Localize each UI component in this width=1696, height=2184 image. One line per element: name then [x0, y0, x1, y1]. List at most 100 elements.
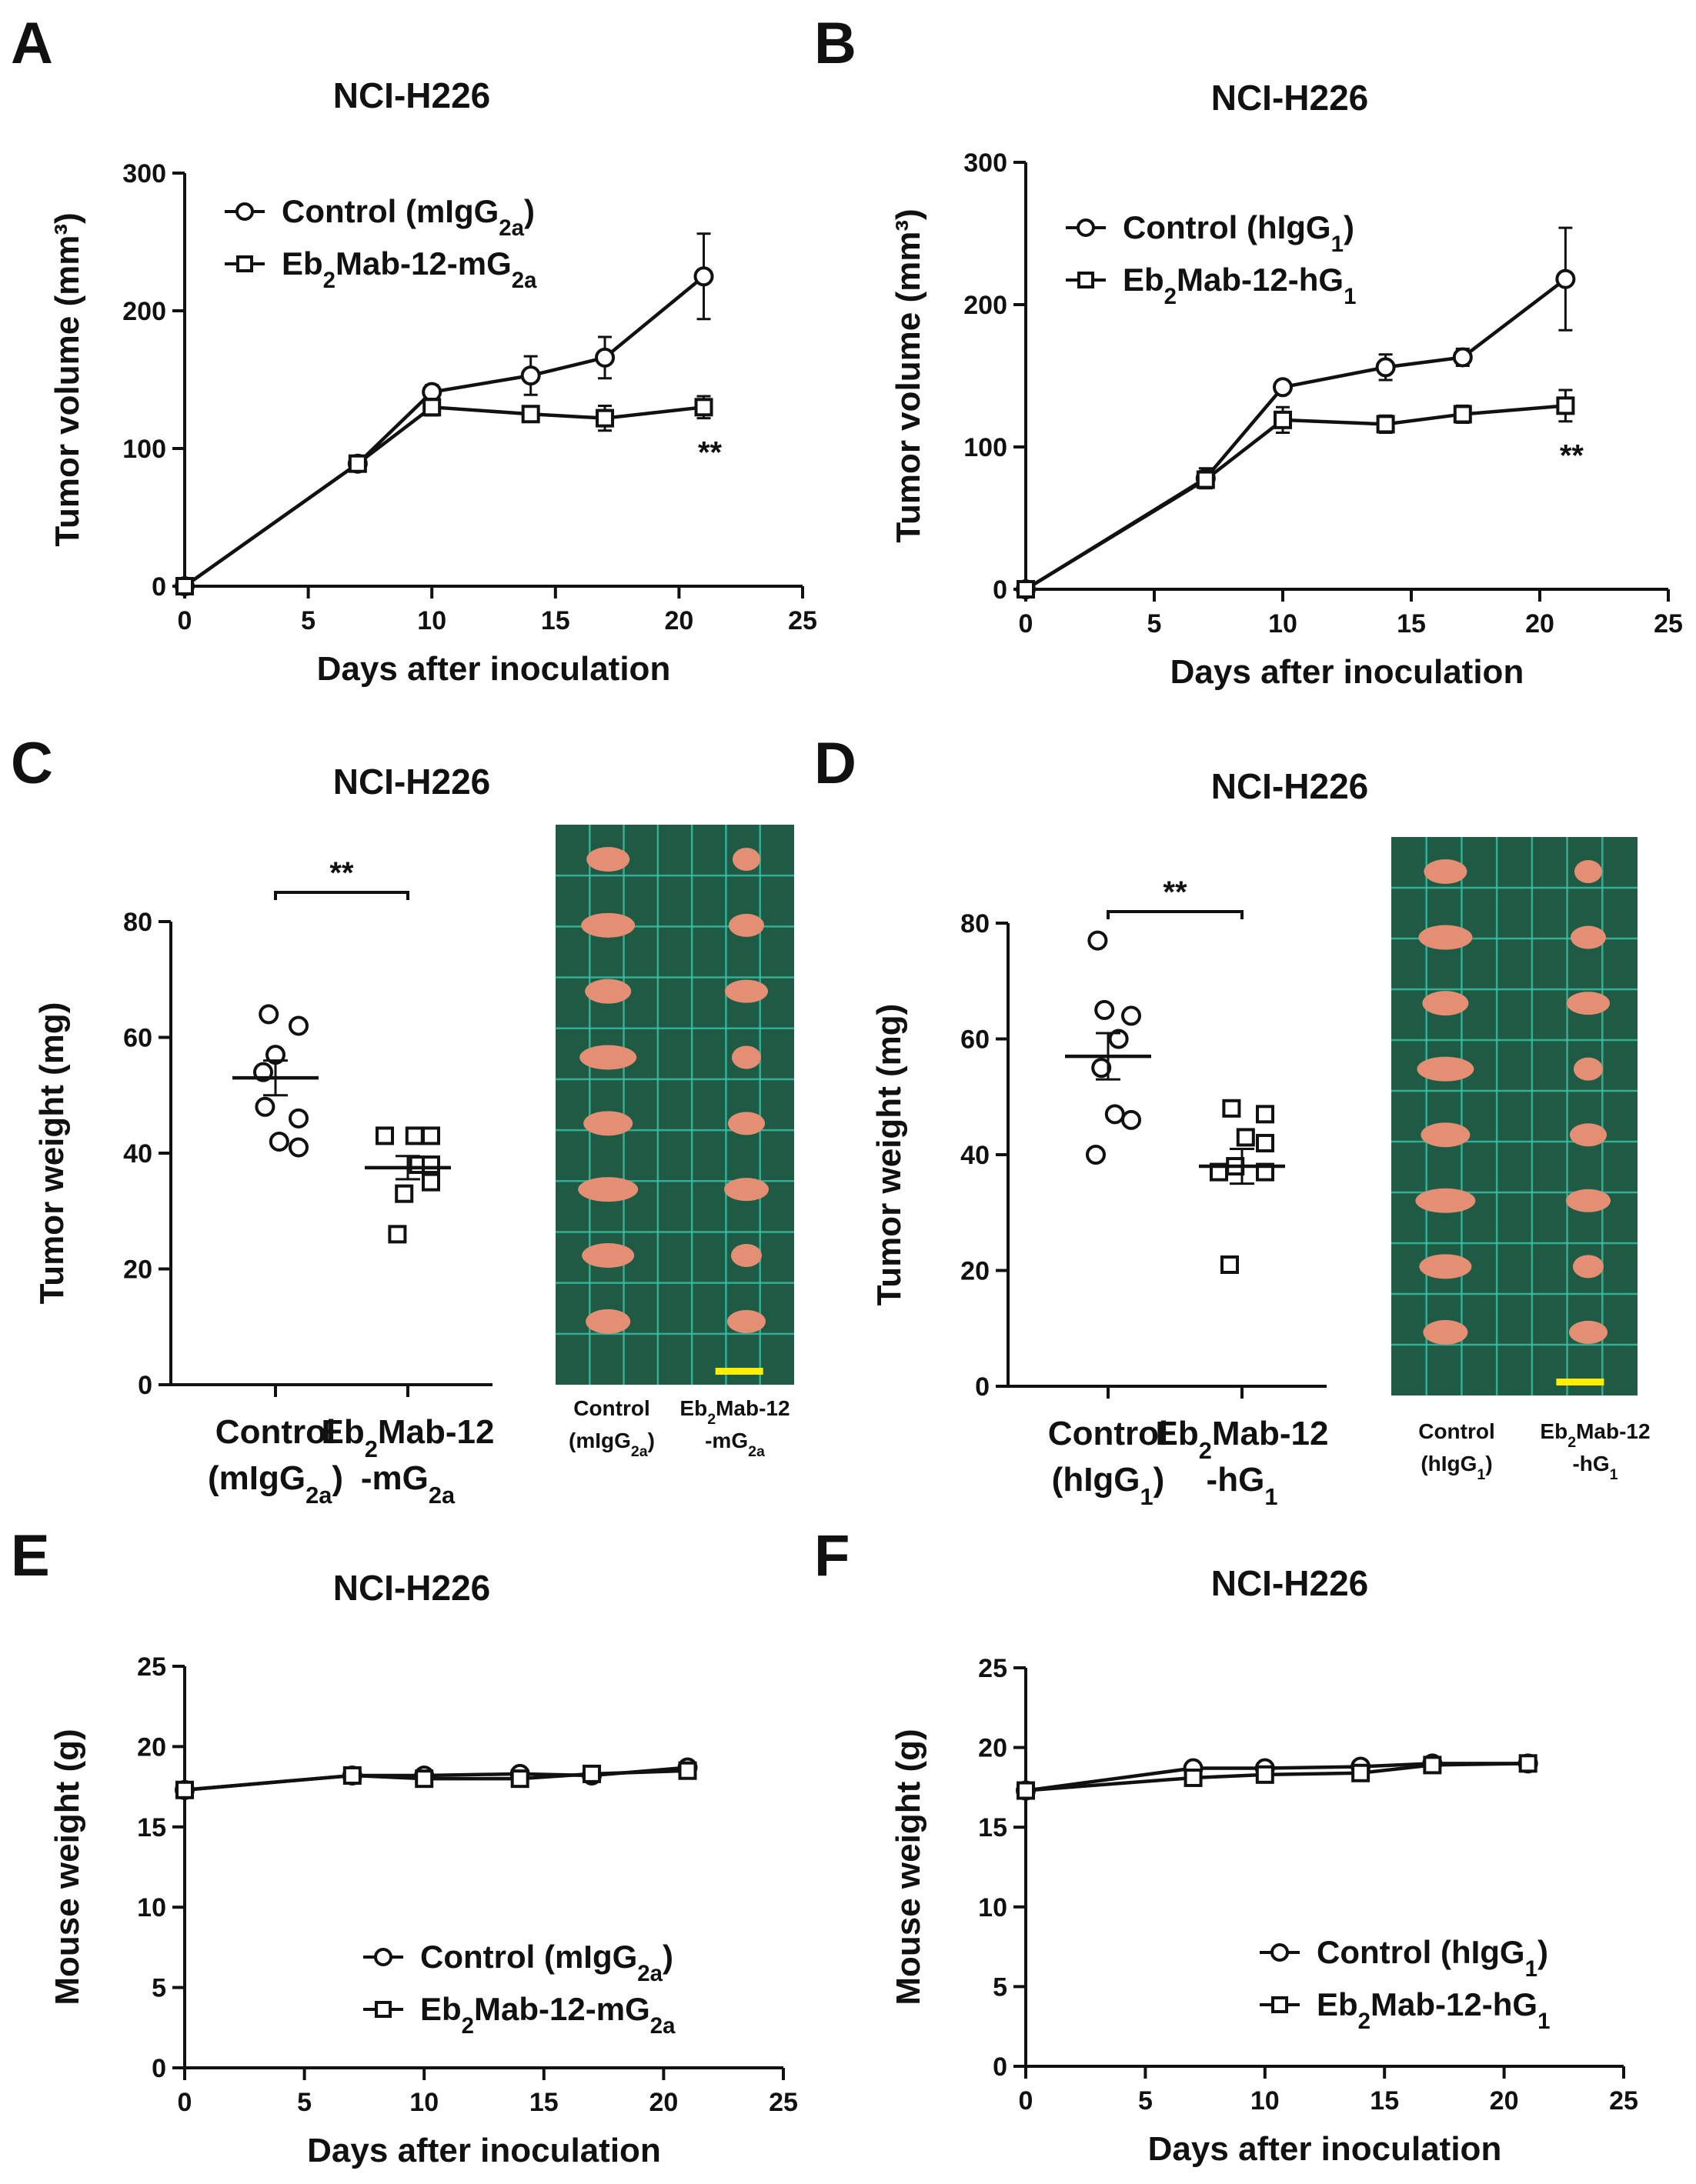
y-axis-label: Tumor weight (mg)	[33, 1002, 71, 1305]
y-tick-label: 20	[978, 1734, 1007, 1763]
legend-label: Control (mIgG2a)	[282, 193, 535, 241]
y-tick-label: 100	[963, 433, 1007, 462]
data-point	[1453, 405, 1472, 424]
data-point	[1017, 580, 1035, 599]
legend-label: Eb2Mab-12-mG2a	[420, 1991, 676, 2039]
data-point	[342, 1766, 362, 1785]
data-point	[289, 1015, 309, 1036]
data-point	[1086, 1145, 1106, 1165]
data-point	[1375, 357, 1396, 378]
data-point	[1108, 1029, 1129, 1049]
tumor-specimen	[1566, 1189, 1611, 1212]
chart-title: NCI-H226	[333, 762, 491, 802]
data-point	[1518, 1754, 1537, 1773]
y-tick-label: 300	[122, 159, 166, 188]
tumor-specimen	[1571, 925, 1606, 949]
series-line	[1025, 1762, 1528, 1792]
data-point	[1351, 1763, 1370, 1782]
data-point	[1256, 1105, 1274, 1124]
data-point	[1555, 268, 1576, 289]
data-point	[289, 1108, 309, 1129]
legend-item: Eb2Mab-12-hG1	[1066, 262, 1356, 309]
tumor-specimen	[1570, 1123, 1607, 1147]
data-point	[255, 1096, 275, 1117]
tumor-specimen	[1423, 1319, 1468, 1345]
tumor-specimen	[586, 1309, 631, 1334]
series-line	[183, 405, 704, 588]
panel-letter-f: F	[814, 1523, 850, 1589]
chart-title: NCI-H226	[1211, 766, 1369, 806]
chart-panel-b: NCI-H226 0 100 200 300 0 5 10 15 20 25 Days after i…	[890, 78, 1683, 691]
significance-marker: **	[1560, 439, 1584, 473]
x-tick-label: 10	[1268, 609, 1297, 639]
x-tick-label: 5	[297, 2088, 312, 2117]
x-tick-label: -hG1	[1207, 1461, 1278, 1510]
data-point	[520, 365, 541, 386]
series-treatment	[1017, 388, 1575, 599]
chart-panel-f: NCI-H226 0 5 10 15 20 25 0 5 10 15 20 25 Days after i…	[890, 1563, 1638, 2168]
data-point	[175, 1780, 194, 1799]
legend-marker	[1270, 1943, 1289, 1962]
data-point	[376, 1126, 394, 1145]
y-axis-label: Mouse weight (g)	[48, 1729, 86, 2005]
x-tick-label: 0	[178, 2088, 192, 2117]
x-tick-label: (mIgG2a)	[208, 1459, 343, 1509]
data-point	[289, 1137, 309, 1158]
tumor-specimen	[1418, 925, 1473, 950]
photo-label: Control	[1418, 1419, 1495, 1443]
legend-label: Control (hIgG1)	[1123, 209, 1354, 257]
tumor-photo: Control (hIgG1) Eb2Mab-12-hG1	[1391, 837, 1651, 1483]
y-tick-label: 10	[137, 1893, 166, 1922]
photo-label: Eb2Mab-12	[1540, 1419, 1650, 1451]
x-axis-label: Days after inoculation	[1148, 2130, 1502, 2168]
tumor-specimen	[1574, 1057, 1603, 1081]
legend-item: Control (hIgG1)	[1066, 209, 1354, 257]
x-tick-label: 5	[301, 606, 315, 635]
legend-label: Control (hIgG1)	[1317, 1934, 1548, 1982]
legend-label: Eb2Mab-12-hG1	[1317, 1986, 1550, 2034]
series-line	[184, 1769, 688, 1792]
y-tick-label: 200	[122, 297, 166, 326]
x-tick-label: 20	[649, 2088, 678, 2117]
data-point	[596, 408, 615, 428]
y-tick-label: 0	[975, 1372, 990, 1402]
data-point	[1184, 1768, 1203, 1787]
data-point	[422, 398, 442, 417]
group-treatment: Eb2Mab-12-mG2a	[322, 1126, 494, 1509]
data-point	[348, 454, 367, 473]
legend-marker	[1271, 1996, 1288, 2013]
legend-marker	[235, 202, 254, 221]
chart-title: NCI-H226	[1211, 78, 1369, 118]
y-tick-label: 20	[123, 1255, 152, 1285]
scale-bar	[715, 1368, 763, 1375]
y-tick-label: 15	[978, 1813, 1007, 1842]
y-tick-label: 0	[993, 2052, 1007, 2082]
x-tick-label: 25	[788, 606, 817, 635]
photo-label: -hG1	[1572, 1452, 1618, 1483]
x-tick-label: 0	[1019, 609, 1033, 639]
legend-marker	[1077, 272, 1094, 288]
tumor-specimen	[586, 847, 630, 872]
x-axis-label: Days after inoculation	[1170, 653, 1524, 691]
x-tick-label: (hIgG1)	[1052, 1461, 1165, 1510]
photo-background	[556, 825, 794, 1385]
panel-letter-a: A	[11, 11, 53, 76]
data-point	[1273, 377, 1293, 398]
panel-letter-c: C	[11, 731, 53, 796]
data-point	[678, 1761, 697, 1780]
series-treatment	[1017, 1754, 1537, 1800]
tumor-specimen	[585, 979, 632, 1004]
data-point	[1255, 1765, 1274, 1784]
panel-letter-e: E	[11, 1523, 50, 1589]
x-tick-label: 15	[1397, 609, 1426, 639]
tumor-photo: Control (mIgG2a) Eb2Mab-12-mG2a	[556, 825, 794, 1460]
x-tick-label: 20	[664, 606, 693, 635]
legend-marker	[1077, 218, 1095, 237]
y-tick-label: 200	[963, 291, 1007, 320]
y-tick-label: 10	[978, 1893, 1007, 1922]
tumor-specimen	[728, 1112, 765, 1135]
chart-title: NCI-H226	[333, 75, 491, 115]
data-point	[1256, 1133, 1274, 1152]
legend-item: Control (hIgG1)	[1260, 1934, 1548, 1982]
